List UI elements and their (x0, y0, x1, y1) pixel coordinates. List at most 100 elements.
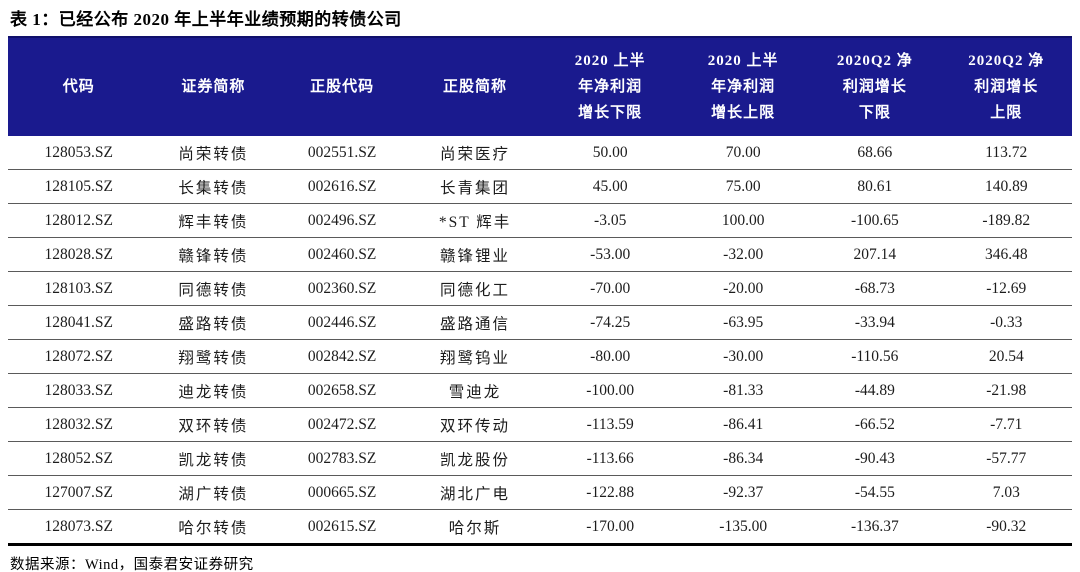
cell-h1-upper: -30.00 (677, 339, 810, 374)
cell-h1-lower: -100.00 (543, 373, 678, 408)
cell-q2-upper: 113.72 (940, 136, 1072, 170)
cell-q2-upper: 20.54 (940, 339, 1072, 374)
cell-q2-upper: -189.82 (940, 203, 1072, 238)
cell-stock-code: 002460.SZ (277, 237, 407, 272)
table-row: 128072.SZ 翔鹭转债 002842.SZ 翔鹭钨业 -80.00 -30.00 -1… (8, 339, 1072, 374)
table-row: 128103.SZ 同德转债 002360.SZ 同德化工 -70.00 -20.00 -6… (8, 271, 1072, 306)
cell-code: 128072.SZ (8, 339, 150, 374)
cell-q2-upper: 140.89 (940, 169, 1072, 204)
cell-stock-name: 双环传动 (406, 407, 544, 442)
cell-q2-upper: -57.77 (940, 441, 1072, 476)
cell-h1-upper: -92.37 (677, 475, 810, 510)
table-row: 128028.SZ 赣锋转债 002460.SZ 赣锋锂业 -53.00 -32.00 20… (8, 237, 1072, 272)
cell-q2-upper: 346.48 (940, 237, 1072, 272)
cell-q2-upper: -0.33 (940, 305, 1072, 340)
cell-q2-lower: -66.52 (809, 407, 941, 442)
cell-stock-code: 002783.SZ (277, 441, 407, 476)
cell-h1-upper: -32.00 (677, 237, 810, 272)
cell-bond-name: 赣锋转债 (149, 237, 278, 272)
cell-stock-code: 002496.SZ (277, 203, 407, 238)
column-header-q2-upper: 2020Q2 净利润增长 上限 (940, 36, 1072, 136)
table-row: 128041.SZ 盛路转债 002446.SZ 盛路通信 -74.25 -63.95 -3… (8, 305, 1072, 340)
cell-code: 128053.SZ (8, 136, 150, 170)
cell-stock-name: 长青集团 (406, 169, 544, 204)
cell-h1-upper: -81.33 (677, 373, 810, 408)
cell-q2-lower: -90.43 (809, 441, 941, 476)
cell-stock-code: 002615.SZ (277, 509, 407, 546)
cell-bond-name: 辉丰转债 (149, 203, 278, 238)
column-header-stock-name: 正股简称 (406, 36, 544, 136)
cell-q2-lower: 80.61 (809, 169, 941, 204)
column-header-code: 代码 (8, 36, 150, 136)
cell-q2-upper: -12.69 (940, 271, 1072, 306)
cell-q2-upper: -7.71 (940, 407, 1072, 442)
cell-stock-name: 凯龙股份 (406, 441, 544, 476)
cell-stock-name: 雪迪龙 (406, 373, 544, 408)
cell-stock-name: 哈尔斯 (406, 509, 544, 546)
cell-bond-name: 翔鹭转债 (149, 339, 278, 374)
column-header-stock-code: 正股代码 (277, 36, 407, 136)
cell-code: 128041.SZ (8, 305, 150, 340)
cell-code: 128073.SZ (8, 509, 150, 546)
cell-q2-upper: 7.03 (940, 475, 1072, 510)
cell-q2-upper: -21.98 (940, 373, 1072, 408)
cell-code: 128103.SZ (8, 271, 150, 306)
cell-stock-code: 000665.SZ (277, 475, 407, 510)
cell-stock-code: 002842.SZ (277, 339, 407, 374)
cell-h1-lower: -53.00 (543, 237, 678, 272)
cell-code: 128032.SZ (8, 407, 150, 442)
table-row: 128033.SZ 迪龙转债 002658.SZ 雪迪龙 -100.00 -81.33 -4… (8, 373, 1072, 408)
cell-q2-lower: -136.37 (809, 509, 941, 546)
cell-h1-lower: -113.66 (543, 441, 678, 476)
cell-h1-upper: 75.00 (677, 169, 810, 204)
header-row: 代码 证券简称 正股代码 正股简称 2020 上半 年净利润 增长下限 2020 上半 年净利润… (8, 36, 1072, 136)
table-row: 128032.SZ 双环转债 002472.SZ 双环传动 -113.59 -86.41-… (8, 407, 1072, 442)
cell-h1-lower: -74.25 (543, 305, 678, 340)
column-header-q2-lower: 2020Q2 净利润增长 下限 (809, 36, 941, 136)
table-row: 128012.SZ 辉丰转债 002496.SZ *ST 辉丰 -3.05 100.00-… (8, 203, 1072, 238)
cell-bond-name: 双环转债 (149, 407, 278, 442)
table-row: 128053.SZ 尚荣转债 002551.SZ 尚荣医疗 50.00 70.00 68.6… (8, 136, 1072, 170)
cell-code: 128052.SZ (8, 441, 150, 476)
cell-q2-lower: -33.94 (809, 305, 941, 340)
table-body: 128053.SZ 尚荣转债 002551.SZ 尚荣医疗 50.00 70.00 68.6… (8, 136, 1072, 546)
cell-q2-lower: -100.65 (809, 203, 941, 238)
cell-stock-name: 同德化工 (406, 271, 544, 306)
cell-bond-name: 尚荣转债 (149, 136, 278, 170)
column-header-h1-lower: 2020 上半 年净利润 增长下限 (543, 36, 678, 136)
cell-h1-upper: -135.00 (677, 509, 810, 546)
cell-stock-code: 002551.SZ (277, 136, 407, 170)
cell-bond-name: 迪龙转债 (149, 373, 278, 408)
cell-code: 128033.SZ (8, 373, 150, 408)
cell-code: 127007.SZ (8, 475, 150, 510)
cell-stock-code: 002472.SZ (277, 407, 407, 442)
cell-h1-lower: 45.00 (543, 169, 678, 204)
cell-h1-upper: -63.95 (677, 305, 810, 340)
cell-stock-name: 湖北广电 (406, 475, 544, 510)
cell-h1-upper: -86.34 (677, 441, 810, 476)
cell-stock-code: 002446.SZ (277, 305, 407, 340)
cell-q2-lower: -110.56 (809, 339, 941, 374)
cell-stock-code: 002658.SZ (277, 373, 407, 408)
cell-stock-name: *ST 辉丰 (406, 203, 544, 238)
cell-stock-code: 002616.SZ (277, 169, 407, 204)
cell-h1-upper: 100.00 (677, 203, 810, 238)
cell-stock-name: 盛路通信 (406, 305, 544, 340)
table-row: 128105.SZ 长集转债 002616.SZ 长青集团 45.00 75.00 80.6… (8, 169, 1072, 204)
cell-bond-name: 同德转债 (149, 271, 278, 306)
cell-bond-name: 湖广转债 (149, 475, 278, 510)
cell-q2-lower: 207.14 (809, 237, 941, 272)
cell-h1-lower: -80.00 (543, 339, 678, 374)
cell-bond-name: 长集转债 (149, 169, 278, 204)
cell-bond-name: 凯龙转债 (149, 441, 278, 476)
column-header-h1-upper: 2020 上半 年净利润 增长上限 (677, 36, 810, 136)
cell-bond-name: 盛路转债 (149, 305, 278, 340)
table-header: 代码 证券简称 正股代码 正股简称 2020 上半 年净利润 增长下限 2020 上半 年净利润… (8, 36, 1072, 136)
cell-q2-lower: -54.55 (809, 475, 941, 510)
cell-stock-name: 赣锋锂业 (406, 237, 544, 272)
cell-code: 128012.SZ (8, 203, 150, 238)
cell-h1-upper: -20.00 (677, 271, 810, 306)
cell-h1-lower: -113.59 (543, 407, 678, 442)
cell-bond-name: 哈尔转债 (149, 509, 278, 546)
